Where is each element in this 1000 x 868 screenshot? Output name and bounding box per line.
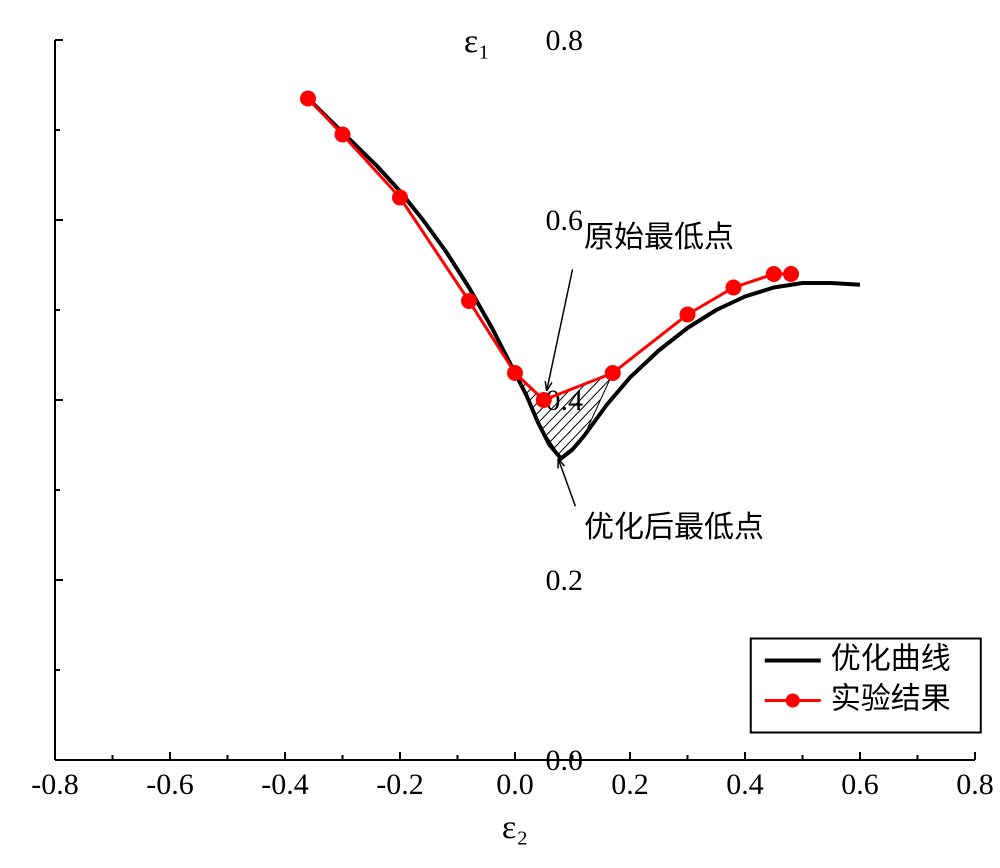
y-tick-label: 0.6 <box>546 204 584 237</box>
x-tick-label: -0.4 <box>261 768 309 801</box>
marker-experimental <box>392 190 408 206</box>
annotation-arrow <box>558 459 575 507</box>
chart-svg: -0.8-0.6-0.4-0.20.00.20.40.60.80.00.20.4… <box>0 0 1000 868</box>
marker-experimental <box>766 266 782 282</box>
legend-label: 优化曲线 <box>831 643 951 676</box>
x-tick-label: 0.0 <box>496 768 534 801</box>
y-tick-label: 0.2 <box>546 564 584 597</box>
marker-experimental <box>536 392 552 408</box>
x-tick-label: 0.6 <box>841 768 879 801</box>
annotation-text: 优化后最低点 <box>584 511 764 544</box>
marker-experimental <box>605 365 621 381</box>
x-tick-label: 0.2 <box>611 768 649 801</box>
x-tick-label: 0.4 <box>726 768 764 801</box>
marker-experimental <box>300 91 316 107</box>
legend-marker <box>786 694 800 708</box>
hatched-region <box>295 353 1000 479</box>
marker-experimental <box>783 266 799 282</box>
x-axis-label: ε₂ <box>502 809 528 846</box>
marker-experimental <box>335 127 351 143</box>
y-axis-label: ε₁ <box>464 23 490 60</box>
marker-experimental <box>507 365 523 381</box>
marker-experimental <box>680 307 696 323</box>
legend-label: 实验结果 <box>831 683 951 716</box>
marker-experimental <box>461 293 477 309</box>
y-tick-label: 0.8 <box>546 24 584 57</box>
x-tick-label: 0.8 <box>956 768 994 801</box>
annotation-arrow <box>547 270 573 392</box>
y-tick-label: 0.0 <box>546 744 584 777</box>
x-tick-label: -0.6 <box>146 768 194 801</box>
annotation-text: 原始最低点 <box>584 221 734 254</box>
marker-experimental <box>726 280 742 296</box>
chart-container: -0.8-0.6-0.4-0.20.00.20.40.60.80.00.20.4… <box>0 0 1000 868</box>
x-tick-label: -0.8 <box>31 768 79 801</box>
x-tick-label: -0.2 <box>376 768 424 801</box>
